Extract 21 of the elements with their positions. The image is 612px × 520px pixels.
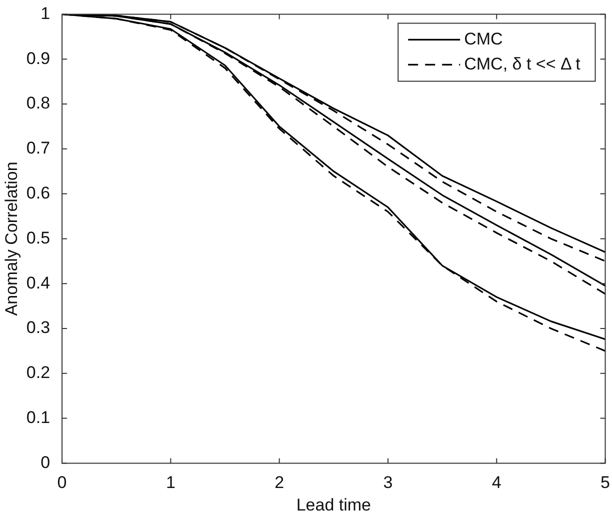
y-tick-label: 1 <box>40 4 50 23</box>
x-axis-title: Lead time <box>296 495 371 514</box>
y-tick-label: 0.1 <box>26 408 50 427</box>
y-tick-label: 0.8 <box>26 94 50 113</box>
x-tick-label: 5 <box>600 473 610 492</box>
y-tick-label: 0.2 <box>26 363 50 382</box>
y-axis-title: Anomaly Correlation <box>2 162 21 316</box>
y-tick-label: 0.6 <box>26 183 50 202</box>
y-tick-label: 0.9 <box>26 48 50 68</box>
y-tick-label: 0.7 <box>26 138 50 158</box>
x-tick-label: 1 <box>166 473 176 492</box>
y-tick-label: 0.5 <box>26 228 50 248</box>
y-tick-label: 0 <box>40 452 50 472</box>
legend-label: CMC, δ t << Δ t <box>464 54 581 74</box>
legend-label: CMC <box>464 29 503 48</box>
x-tick-label: 2 <box>274 473 284 492</box>
y-tick-label: 0.4 <box>26 273 50 292</box>
x-tick-label: 4 <box>492 473 502 492</box>
x-tick-label: 0 <box>57 473 67 492</box>
x-tick-label: 3 <box>383 473 393 492</box>
y-tick-label: 0.3 <box>26 318 50 338</box>
